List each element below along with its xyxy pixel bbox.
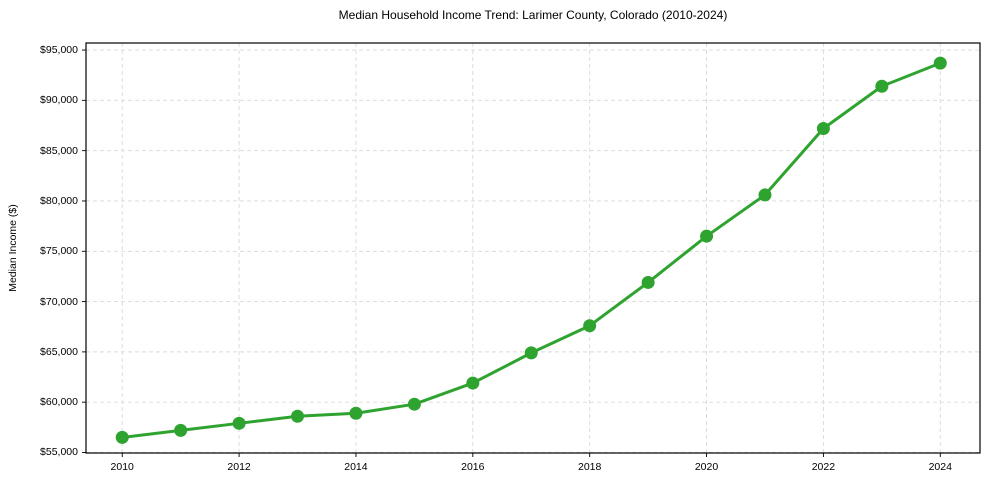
data-point — [816, 122, 830, 136]
data-point — [700, 229, 714, 243]
data-point — [758, 188, 772, 202]
data-point — [466, 376, 480, 390]
data-point — [524, 346, 538, 360]
x-tick-label: 2014 — [344, 461, 368, 473]
data-line — [120, 61, 942, 439]
data-point — [407, 397, 421, 411]
data-point — [115, 430, 129, 444]
x-tick-label: 2024 — [928, 461, 952, 473]
x-tick-label: 2012 — [227, 461, 251, 473]
y-tick-label: $80,000 — [40, 194, 78, 207]
y-tick-label: $75,000 — [40, 245, 78, 258]
data-point — [875, 79, 889, 93]
x-tick-label: 2020 — [694, 461, 719, 473]
y-tick-label: $95,000 — [40, 44, 78, 57]
data-point — [641, 275, 655, 289]
x-tick-label: 2010 — [110, 461, 134, 473]
y-tick-label: $85,000 — [40, 144, 78, 157]
chart-title: Median Household Income Trend: Larimer C… — [338, 8, 728, 22]
data-point — [349, 406, 363, 420]
x-tick-label: 2022 — [811, 461, 836, 473]
y-tick-label: $90,000 — [40, 94, 78, 107]
plot-border — [85, 42, 981, 454]
data-point — [174, 423, 188, 437]
data-point — [291, 409, 305, 423]
data-point — [933, 56, 947, 70]
x-tick-label: 2018 — [577, 461, 602, 473]
data-point — [583, 319, 597, 333]
y-tick-label: $60,000 — [40, 396, 78, 409]
y-tick-label: $70,000 — [40, 295, 78, 308]
y-tick-label: $55,000 — [40, 446, 78, 459]
x-tick-label: 2016 — [461, 461, 485, 473]
data-point — [232, 416, 246, 430]
y-tick-label: $65,000 — [40, 345, 78, 358]
